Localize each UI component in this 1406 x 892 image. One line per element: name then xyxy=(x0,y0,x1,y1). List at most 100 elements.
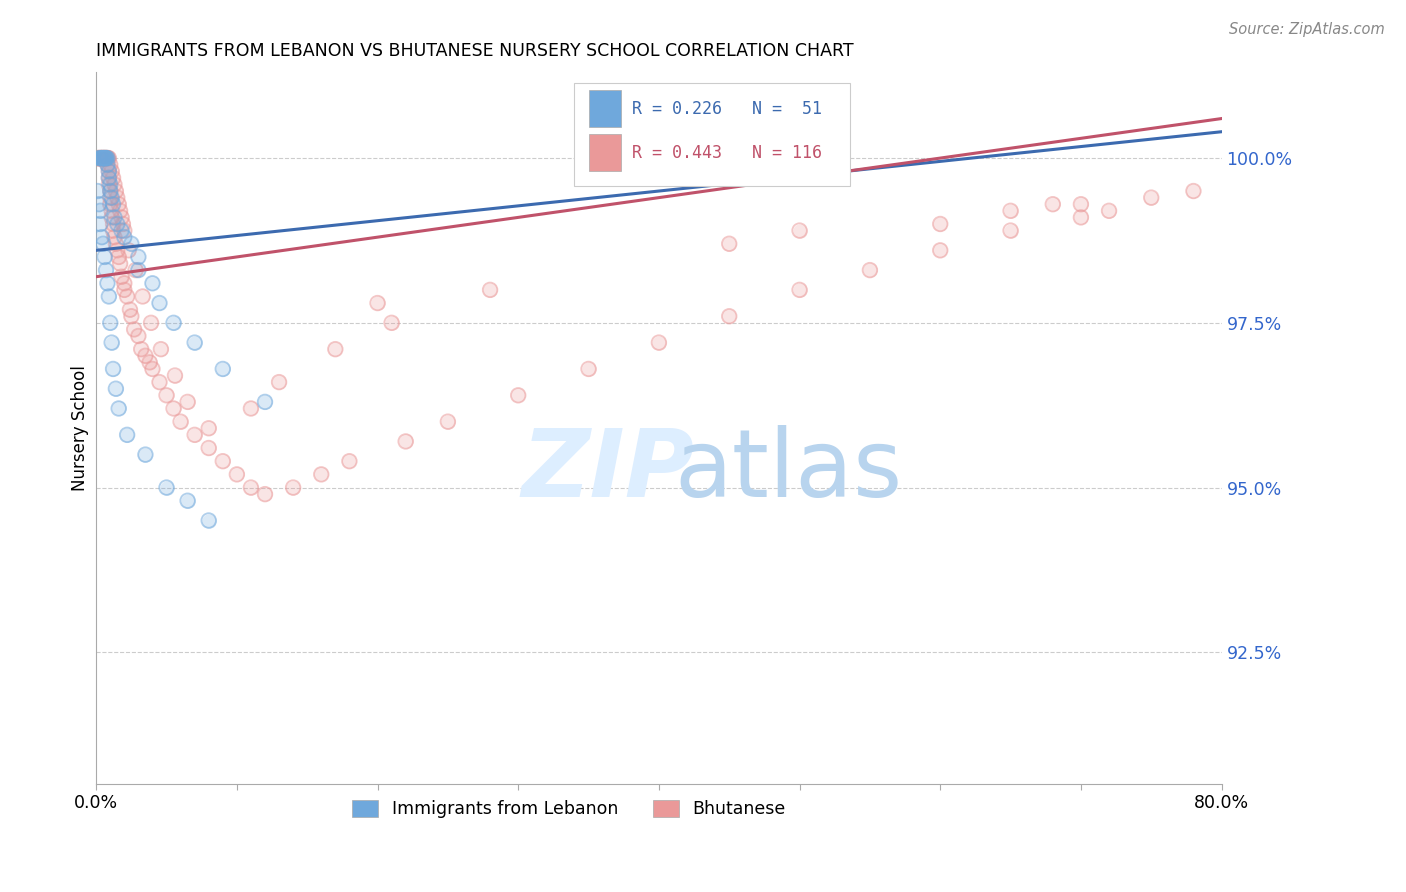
Point xyxy=(91,151,114,165)
Point xyxy=(105,244,128,258)
Point xyxy=(197,441,219,455)
Point xyxy=(90,151,112,165)
Point xyxy=(122,322,145,336)
Point xyxy=(197,514,219,528)
Point xyxy=(122,322,145,336)
Point xyxy=(101,362,124,376)
Point xyxy=(120,236,142,251)
Point xyxy=(127,263,149,277)
Point xyxy=(96,151,118,165)
Point xyxy=(93,151,115,165)
Point xyxy=(97,170,120,185)
Point xyxy=(139,316,162,330)
Point xyxy=(1098,203,1121,218)
Point xyxy=(86,184,108,198)
Point xyxy=(479,283,502,297)
Point xyxy=(103,178,125,192)
Point xyxy=(90,151,112,165)
Point xyxy=(131,289,153,303)
Point xyxy=(100,335,122,350)
Point xyxy=(90,230,112,244)
Point xyxy=(107,250,129,264)
Point xyxy=(115,289,138,303)
Point xyxy=(103,178,125,192)
Point xyxy=(115,427,138,442)
Point xyxy=(96,151,118,165)
Point xyxy=(87,151,110,165)
Point xyxy=(1000,203,1022,218)
Point xyxy=(115,427,138,442)
Point xyxy=(163,368,186,383)
Point xyxy=(117,244,139,258)
Text: Source: ZipAtlas.com: Source: ZipAtlas.com xyxy=(1229,22,1385,37)
FancyBboxPatch shape xyxy=(589,90,620,127)
Point xyxy=(103,230,125,244)
Point xyxy=(93,151,115,165)
Point xyxy=(93,151,115,165)
Point xyxy=(155,388,177,402)
Point xyxy=(90,151,112,165)
Point xyxy=(120,236,142,251)
Point xyxy=(183,427,205,442)
Point xyxy=(111,217,134,231)
Point xyxy=(134,448,156,462)
Point xyxy=(94,151,117,165)
Point xyxy=(169,415,191,429)
Point xyxy=(89,151,111,165)
Point xyxy=(98,158,121,172)
Point xyxy=(124,263,146,277)
Point xyxy=(94,151,117,165)
Point xyxy=(127,263,149,277)
Point xyxy=(94,151,117,165)
Point xyxy=(225,467,247,482)
Point xyxy=(96,151,118,165)
Point xyxy=(118,302,141,317)
Point xyxy=(183,427,205,442)
Point xyxy=(508,388,530,402)
Point xyxy=(105,191,128,205)
Point xyxy=(89,151,111,165)
Point xyxy=(131,289,153,303)
Point xyxy=(124,263,146,277)
Point xyxy=(96,151,118,165)
Point xyxy=(859,263,882,277)
Point xyxy=(104,236,127,251)
Point xyxy=(91,151,114,165)
Point xyxy=(339,454,361,468)
Point xyxy=(96,151,118,165)
Point xyxy=(197,514,219,528)
Point xyxy=(508,388,530,402)
Point xyxy=(148,375,170,389)
Point xyxy=(101,170,124,185)
Point xyxy=(148,296,170,310)
Point xyxy=(253,487,276,501)
Point xyxy=(395,434,418,449)
Point xyxy=(86,151,108,165)
Point xyxy=(578,362,600,376)
Point xyxy=(87,197,110,211)
Point xyxy=(148,375,170,389)
Point xyxy=(98,197,121,211)
Point xyxy=(225,467,247,482)
Point xyxy=(183,335,205,350)
Point xyxy=(93,151,115,165)
Point xyxy=(101,223,124,237)
Point xyxy=(87,151,110,165)
Point xyxy=(107,197,129,211)
Point xyxy=(97,289,120,303)
Point xyxy=(90,151,112,165)
Point xyxy=(138,355,160,369)
Point xyxy=(91,151,114,165)
Point xyxy=(578,362,600,376)
Point xyxy=(98,191,121,205)
Point xyxy=(115,289,138,303)
Point xyxy=(101,223,124,237)
Point xyxy=(94,263,117,277)
Point xyxy=(93,151,115,165)
Point xyxy=(87,151,110,165)
Point xyxy=(1070,197,1092,211)
Point xyxy=(91,151,114,165)
Point xyxy=(141,362,163,376)
Point xyxy=(91,151,114,165)
Point xyxy=(239,401,262,416)
